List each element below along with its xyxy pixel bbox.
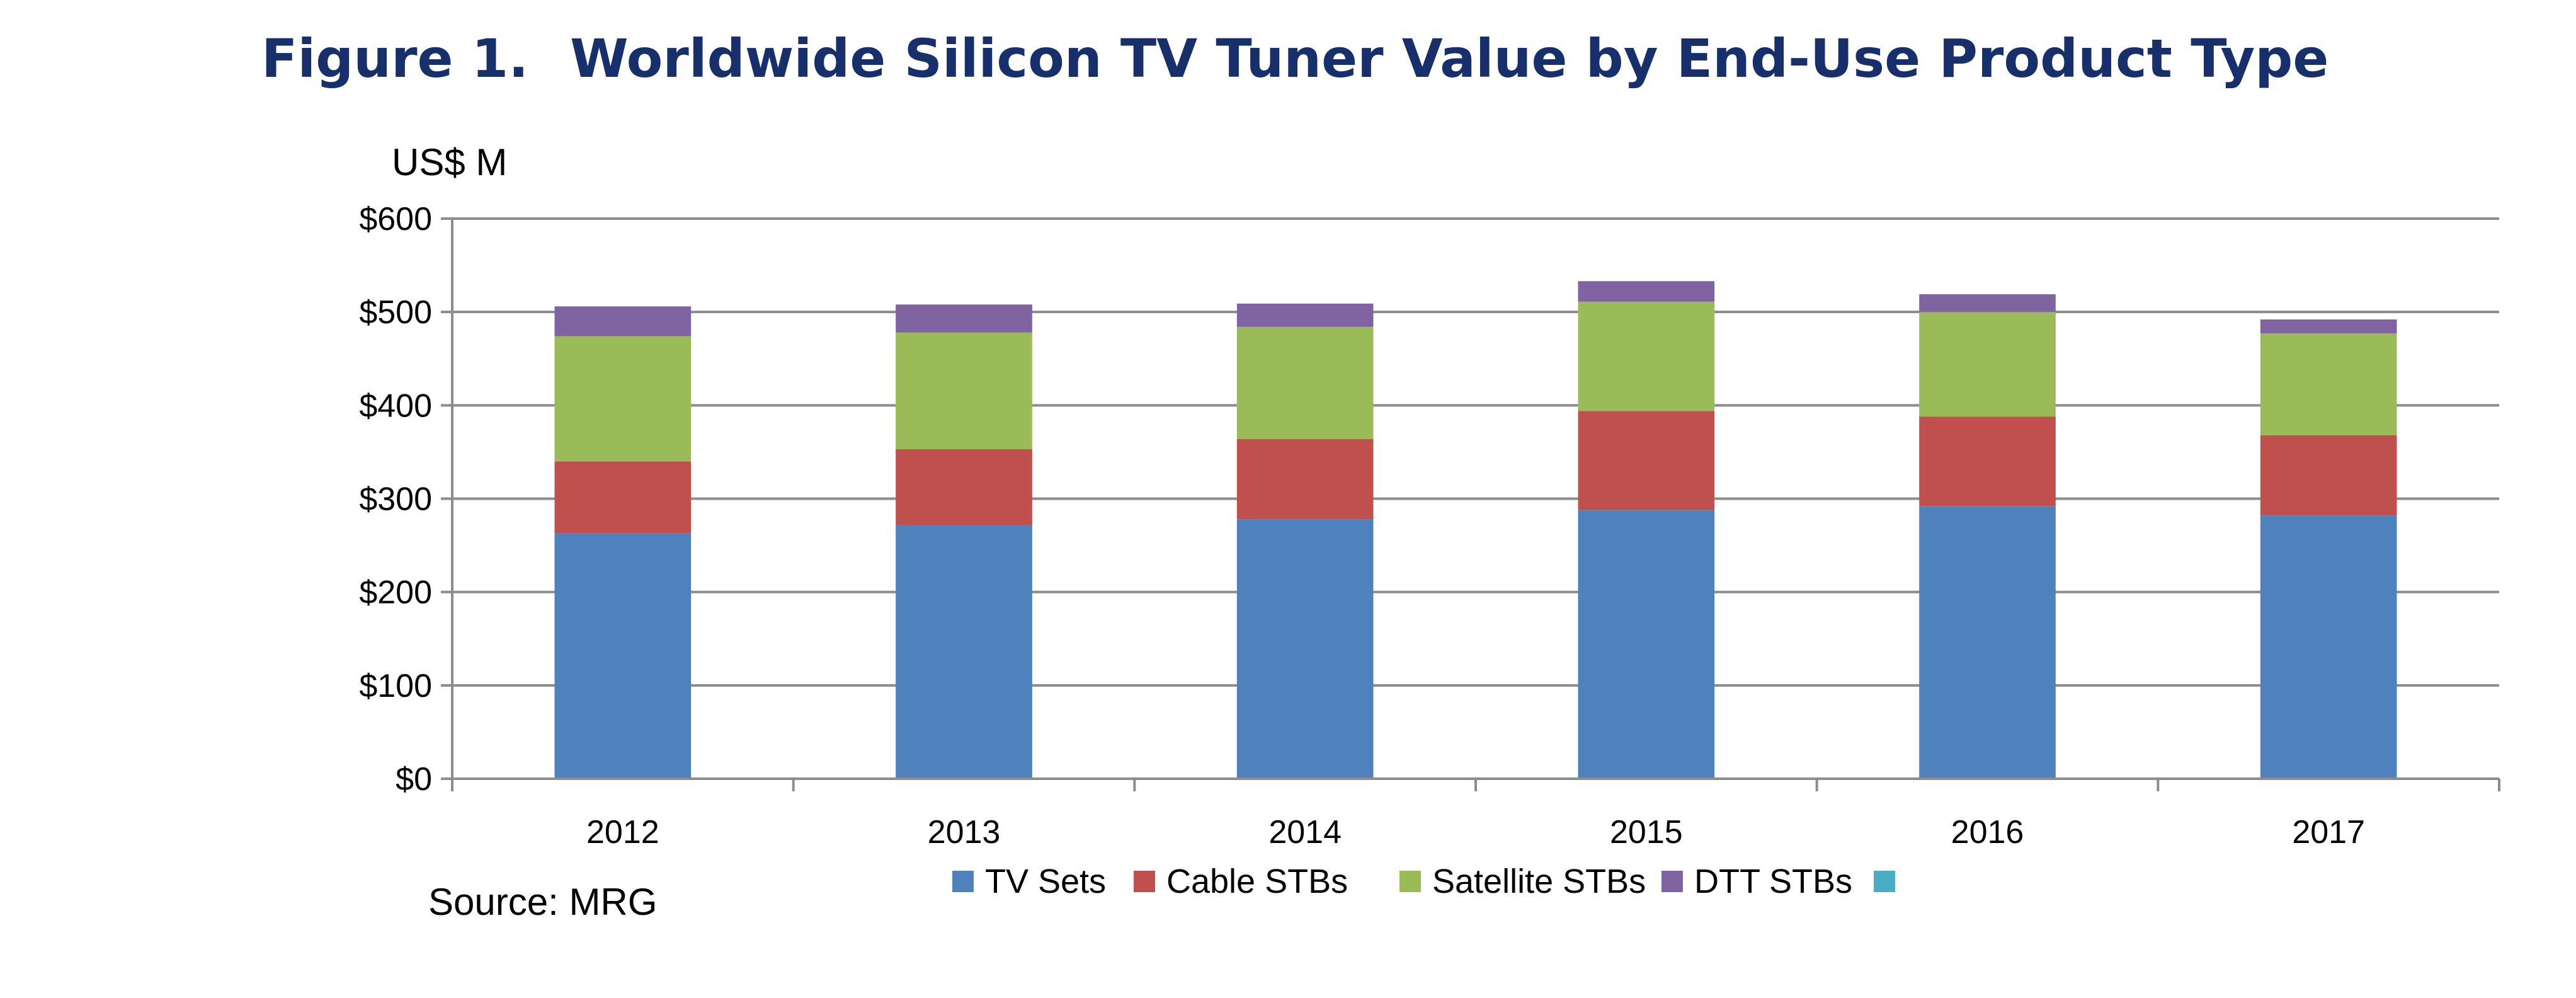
- y-tick-label-2: $200: [359, 575, 432, 611]
- bar-2016-series-2: [1919, 312, 2056, 417]
- y-tick-labels: $0 $100 $200 $300 $400 $500 $600: [359, 201, 432, 798]
- bar-2015-series-3: [1578, 281, 1715, 302]
- legend-swatch-4: [1874, 871, 1895, 892]
- bar-2017-series-3: [2260, 319, 2397, 334]
- x-tick-label-2012: 2012: [586, 814, 659, 851]
- bar-2017-series-0: [2260, 515, 2397, 779]
- legend-label-2: Satellite STBs: [1432, 863, 1646, 900]
- legend: TV Sets Cable STBs Satellite STBs DTT STBs: [952, 863, 1895, 900]
- x-tick-label-2017: 2017: [2292, 814, 2365, 851]
- axes: [441, 217, 2500, 791]
- y-tick-label-4: $400: [359, 387, 432, 424]
- bar-2015-series-2: [1578, 301, 1715, 411]
- y-tick-label-3: $300: [359, 481, 432, 518]
- bar-2015-series-1: [1578, 411, 1715, 510]
- legend-label-3: DTT STBs: [1694, 863, 1852, 900]
- y-tick-label-6: $600: [359, 201, 432, 238]
- source-note: Source: MRG: [428, 881, 657, 923]
- bar-2013-series-3: [896, 304, 1032, 333]
- bar-2012-series-3: [554, 306, 692, 336]
- gridlines: [452, 217, 2499, 687]
- bar-2012-series-2: [554, 336, 692, 462]
- x-tick-labels: 2012 2013 2014 2015 2016 2017: [586, 814, 2365, 851]
- bar-2014-series-1: [1236, 439, 1374, 520]
- legend-swatch-0: [952, 871, 974, 892]
- bar-2017-series-1: [2260, 435, 2397, 516]
- figure-number: Figure 1.: [261, 28, 528, 89]
- y-tick-label-0: $0: [396, 761, 432, 798]
- legend-label-0: TV Sets: [985, 863, 1106, 900]
- legend-swatch-2: [1399, 871, 1421, 892]
- bar-2016-series-1: [1919, 416, 2056, 507]
- bar-2013-series-0: [896, 524, 1032, 779]
- bars: [554, 281, 2397, 779]
- legend-swatch-1: [1134, 871, 1155, 892]
- y-tick-label-1: $100: [359, 668, 432, 704]
- y-tick-label-5: $500: [359, 294, 432, 331]
- legend-swatch-3: [1661, 871, 1683, 892]
- bar-2016-series-0: [1919, 506, 2056, 779]
- bar-2012-series-0: [554, 533, 692, 779]
- bar-2013-series-2: [896, 332, 1032, 449]
- bar-2012-series-1: [554, 461, 692, 534]
- bar-2013-series-1: [896, 449, 1032, 525]
- y-axis-unit-label: US$ M: [392, 141, 507, 183]
- bar-2017-series-2: [2260, 333, 2397, 435]
- figure-title: Worldwide Silicon TV Tuner Value by End-…: [570, 28, 2328, 89]
- x-tick-label-2013: 2013: [928, 814, 1001, 851]
- legend-label-1: Cable STBs: [1166, 863, 1348, 900]
- bar-2014-series-0: [1236, 519, 1374, 779]
- x-tick-label-2014: 2014: [1268, 814, 1342, 851]
- bar-2014-series-2: [1236, 326, 1374, 439]
- bar-2014-series-3: [1236, 303, 1374, 327]
- x-tick-label-2016: 2016: [1951, 814, 2024, 851]
- x-tick-label-2015: 2015: [1610, 814, 1683, 851]
- bar-2016-series-3: [1919, 294, 2056, 313]
- bar-2015-series-0: [1578, 510, 1715, 779]
